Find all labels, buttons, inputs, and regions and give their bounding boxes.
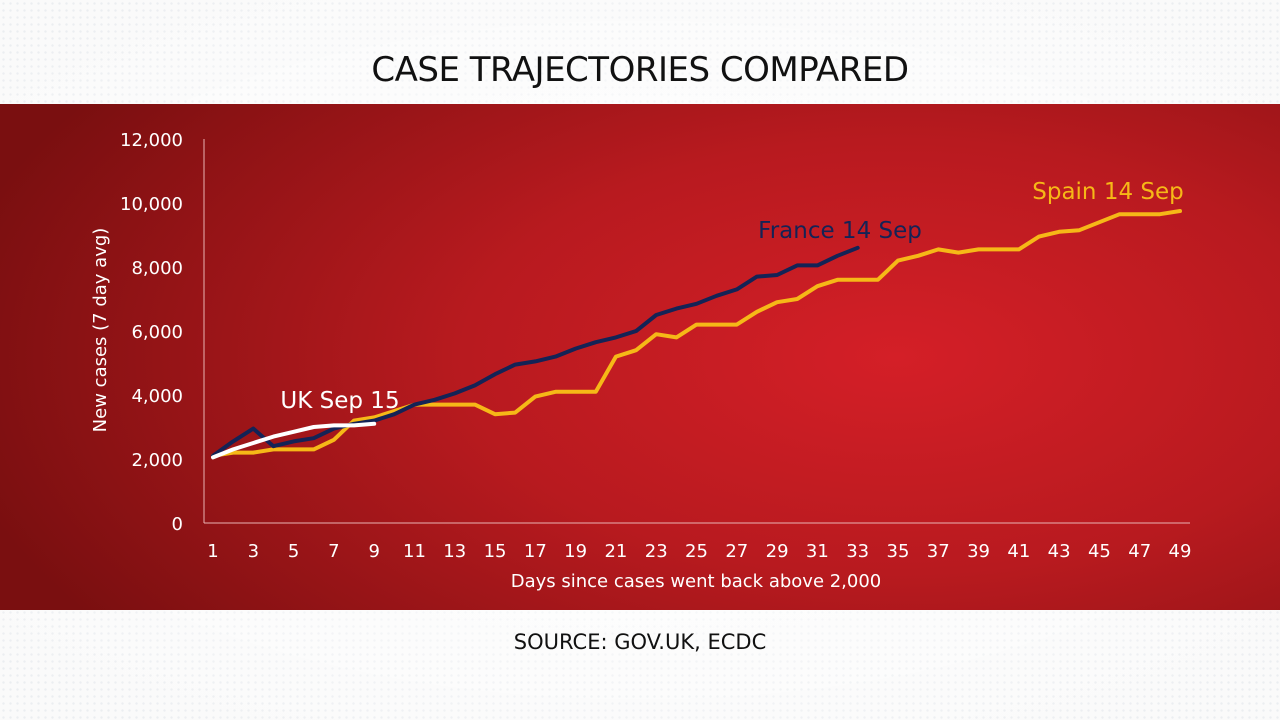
x-tick-label: 11 (403, 541, 426, 562)
x-tick-label: 31 (806, 541, 829, 562)
x-tick-label: 33 (846, 541, 869, 562)
series-line-spain-14-sep (211, 209, 1182, 458)
chart-labels: Spain 14 Sep France 14 Sep UK Sep 15 (280, 179, 1183, 414)
y-axis-title: New cases (7 day avg) (90, 228, 111, 433)
x-axis-title: Days since cases went back above 2,000 (511, 571, 882, 592)
chart-lines (211, 209, 1182, 460)
x-tick-label: 13 (443, 541, 466, 562)
chart-panel (0, 104, 1280, 610)
x-tick-label: 3 (248, 541, 259, 562)
x-tick-label: 15 (484, 541, 507, 562)
x-tick-label: 35 (887, 541, 910, 562)
x-tick-label: 25 (685, 541, 708, 562)
x-tick-label: 9 (368, 541, 379, 562)
series-label-spain-14-sep: Spain 14 Sep (1032, 179, 1184, 205)
x-tick-label: 7 (328, 541, 339, 562)
x-tick-label: 21 (604, 541, 627, 562)
x-tick-label: 23 (645, 541, 668, 562)
x-tick-label: 27 (725, 541, 748, 562)
x-tick-label: 37 (927, 541, 950, 562)
y-tick-label: 4,000 (131, 386, 183, 407)
x-tick-label: 29 (766, 541, 789, 562)
y-tick-label: 8,000 (131, 258, 183, 279)
x-tick-label: 45 (1088, 541, 1111, 562)
x-tick-label: 1 (207, 541, 218, 562)
x-tick-label: 47 (1128, 541, 1151, 562)
x-tick-label: 39 (967, 541, 990, 562)
source-caption: SOURCE: GOV.UK, ECDC (513, 630, 767, 654)
chart-title: CASE TRAJECTORIES COMPARED (371, 50, 909, 90)
x-tick-label: 43 (1048, 541, 1071, 562)
series-line-france-14-sep (211, 245, 860, 458)
series-label-france-14-sep: France 14 Sep (758, 218, 922, 244)
x-tick-label: 5 (288, 541, 299, 562)
y-tick-label: 6,000 (131, 322, 183, 343)
y-tick-label: 10,000 (120, 194, 183, 215)
x-tick-label: 17 (524, 541, 547, 562)
y-tick-label: 12,000 (120, 130, 183, 151)
x-tick-label: 49 (1169, 541, 1192, 562)
y-tick-label: 0 (172, 514, 183, 535)
x-tick-label: 19 (564, 541, 587, 562)
series-line-uk-sep-15 (211, 421, 377, 460)
y-tick-label: 2,000 (131, 450, 183, 471)
series-label-uk-sep-15: UK Sep 15 (280, 388, 399, 414)
x-tick-label: 41 (1007, 541, 1030, 562)
